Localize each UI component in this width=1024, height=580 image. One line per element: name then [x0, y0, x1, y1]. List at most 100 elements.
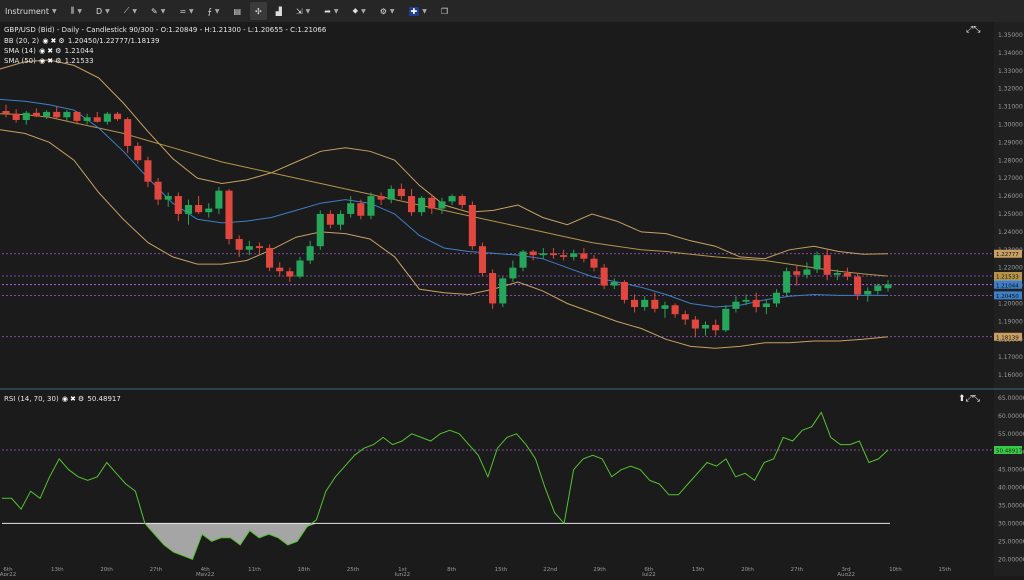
price-tick-label: 1.19000 — [998, 318, 1023, 325]
maximize-pane-icon[interactable]: ⤢⤡ — [966, 25, 981, 35]
gear-icon[interactable]: ⚙ — [58, 37, 65, 45]
candle-body — [2, 111, 10, 114]
price-tick-label: 1.33000 — [998, 68, 1023, 75]
price-marker-label: 1.21044 — [996, 283, 1019, 289]
close-icon[interactable]: ✖ — [70, 395, 76, 403]
rsi-marker-label: 50.48917 — [996, 448, 1023, 454]
fibonacci-dropdown[interactable]: ⋍ ▼ — [174, 2, 198, 20]
gear-icon[interactable]: ⚙ — [77, 395, 85, 403]
indicator-icon: ⨍ — [207, 6, 212, 16]
tag-dropdown[interactable]: ⬥ ▼ — [348, 2, 371, 20]
candle-body — [438, 201, 446, 209]
candle-body — [316, 213, 324, 247]
price-tick-label: 1.17000 — [998, 354, 1023, 361]
popout-button[interactable]: ❐ — [436, 2, 453, 20]
candle-body — [93, 117, 101, 122]
candle-body — [681, 314, 689, 320]
chevron-down-icon: ▼ — [52, 7, 57, 15]
candle-body — [803, 269, 811, 275]
rsi-tick-label: 30.00000 — [998, 520, 1024, 527]
price-tick-label: 1.26000 — [998, 193, 1023, 200]
sma14-value: 1.21044 — [64, 47, 94, 55]
date-tick-label: 13th — [51, 567, 64, 573]
candle-body — [772, 292, 781, 304]
candle-body — [367, 196, 375, 216]
chevron-down-icon: ▼ — [77, 7, 82, 15]
instrument-dropdown[interactable]: Instrument ▼ — [0, 2, 62, 20]
price-marker-box — [994, 291, 1022, 300]
candle-body — [783, 271, 791, 293]
candle-body — [854, 276, 862, 295]
rsi-oversold-area — [2, 523, 888, 560]
candle-body — [529, 251, 537, 256]
candle-body — [762, 303, 770, 308]
indicators-dropdown[interactable]: ⨍ ▼ — [203, 2, 225, 20]
rsi-tick-label: 55.00000 — [998, 431, 1024, 438]
close-icon[interactable]: ✖ — [50, 37, 57, 45]
date-tick-label: 11th — [248, 567, 261, 573]
toolbar: Instrument ▼ ⫼ ▼ D ▼ ⟋ ▼ ✎ ▼ ⋍ ▼ ⨍ ▼ ▤ ✣ ▟ ⇲ ▼ ➦… — [0, 0, 1024, 23]
candle-body — [570, 253, 578, 257]
rsi-tick-label: 65.00000 — [998, 395, 1024, 402]
date-tick-label: 10th — [889, 567, 902, 573]
candle-body — [560, 255, 568, 257]
layout-button[interactable]: ▤ — [228, 2, 246, 20]
eye-icon[interactable]: ◉ — [42, 37, 49, 45]
candle-body — [12, 113, 20, 120]
month-tick-label: Jul22 — [641, 572, 656, 576]
language-dropdown[interactable]: ✚ ▼ — [404, 2, 432, 20]
date-tick-label: 25th — [347, 567, 360, 573]
candle-body — [458, 196, 466, 205]
drawing-tools-dropdown[interactable]: ⟋ ▼ — [119, 2, 142, 20]
date-tick-label: 3rd — [842, 567, 851, 573]
candle-body — [712, 324, 720, 331]
pen-tools-dropdown[interactable]: ✎ ▼ — [146, 2, 170, 20]
chevron-down-icon: ▼ — [305, 7, 311, 15]
date-tick-label: 15th — [938, 567, 951, 573]
candle-body — [306, 246, 314, 261]
date-tick-label: 13th — [692, 567, 705, 573]
rsi-tick-label: 40.00000 — [998, 485, 1024, 492]
timeframe-dropdown[interactable]: D ▼ — [91, 2, 115, 20]
date-tick-label: 1st — [398, 567, 407, 573]
fibonacci-icon: ⋍ — [179, 6, 187, 16]
price-marker-label: 1.18139 — [996, 335, 1019, 341]
price-tick-label: 1.28000 — [998, 157, 1023, 164]
pane-controls-icon[interactable]: ⬆⤢⤡ — [958, 394, 980, 404]
crosshair-button[interactable]: ✣ — [250, 2, 267, 20]
candle-body — [701, 324, 710, 329]
eye-icon[interactable]: ◉ — [61, 395, 69, 403]
ohlc-legend: GBP/USD (Bid) - Daily - Candlestick 90/3… — [4, 26, 327, 34]
eye-icon[interactable]: ◉ — [39, 47, 46, 55]
rsi-line — [2, 411, 889, 560]
date-tick-label: 20th — [100, 567, 113, 573]
instrument-label: Instrument — [5, 6, 50, 16]
rsi-tick-label: 45.00000 — [998, 467, 1024, 474]
zoom-dropdown[interactable]: ⇲ ▼ — [291, 2, 315, 20]
chart-svg[interactable]: 1.35000 1.34000 1.33000 1.32000 1.31000 1.300… — [0, 22, 1024, 578]
candle-body — [661, 305, 669, 309]
eye-icon[interactable]: ◉ — [39, 57, 46, 65]
chart-area[interactable]: 1.35000 1.34000 1.33000 1.32000 1.31000 1.300… — [0, 22, 1024, 578]
chart-type-dropdown[interactable]: ⫼ ▼ — [66, 2, 87, 20]
chevron-down-icon: ▼ — [422, 7, 427, 15]
candle-body — [793, 271, 801, 275]
gear-icon[interactable]: ⚙ — [55, 47, 62, 55]
candle-body — [691, 319, 699, 329]
settings-dropdown[interactable]: ⚙ ▼ — [375, 2, 400, 20]
bar-chart-button[interactable]: ▟ — [271, 2, 287, 20]
candle-body — [63, 111, 71, 118]
date-tick-label: 20th — [741, 567, 754, 573]
candle-body — [32, 112, 40, 117]
share-dropdown[interactable]: ➦ ▼ — [319, 2, 343, 20]
candle-body — [874, 285, 882, 291]
close-icon[interactable]: ✖ — [47, 47, 54, 55]
timeframe-label: D — [95, 6, 103, 16]
bollinger-lower-line — [0, 129, 889, 349]
gear-icon[interactable]: ⚙ — [55, 57, 62, 65]
pencil-icon: ✎ — [150, 6, 158, 16]
price-tick-label: 1.27000 — [998, 175, 1023, 182]
candle-body — [448, 196, 456, 202]
close-icon[interactable]: ✖ — [47, 57, 54, 65]
chevron-down-icon: ▼ — [105, 7, 110, 15]
